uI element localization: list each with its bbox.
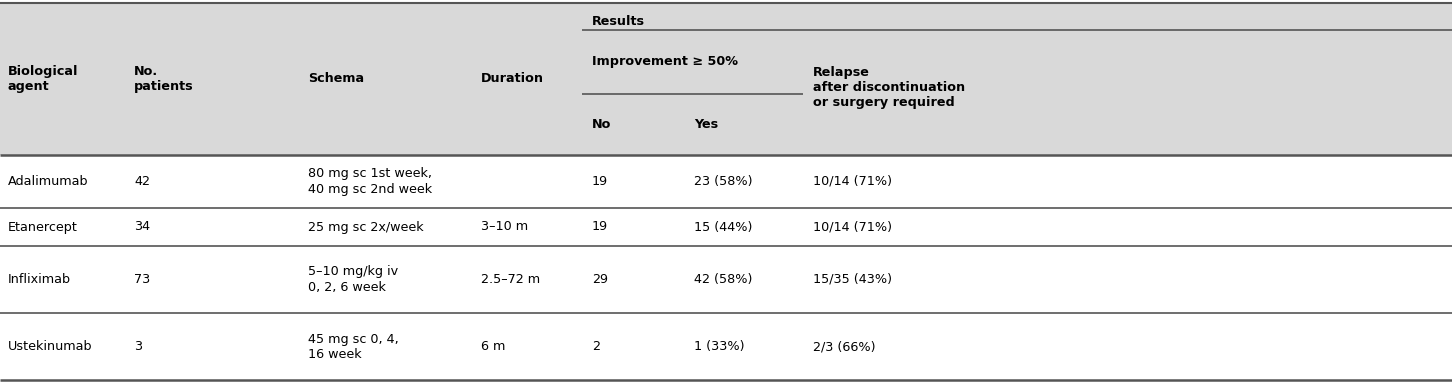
Text: 42 (58%): 42 (58%) bbox=[694, 273, 752, 286]
Text: 15/35 (43%): 15/35 (43%) bbox=[813, 273, 892, 286]
Bar bbox=[0, 313, 1452, 380]
Bar bbox=[0, 246, 1452, 313]
Text: 3: 3 bbox=[134, 340, 142, 353]
Text: 6 m: 6 m bbox=[481, 340, 505, 353]
Bar bbox=[0, 3, 1452, 155]
Text: 23 (58%): 23 (58%) bbox=[694, 175, 752, 188]
Text: Etanercept: Etanercept bbox=[9, 221, 78, 234]
Text: Schema: Schema bbox=[308, 72, 364, 85]
Text: Results: Results bbox=[592, 15, 645, 28]
Text: No.
patients: No. patients bbox=[134, 65, 193, 93]
Text: 45 mg sc 0, 4,
16 week: 45 mg sc 0, 4, 16 week bbox=[308, 332, 399, 360]
Text: Infliximab: Infliximab bbox=[9, 273, 71, 286]
Text: 19: 19 bbox=[592, 221, 608, 234]
Text: 19: 19 bbox=[592, 175, 608, 188]
Text: No: No bbox=[592, 118, 611, 131]
Text: Adalimumab: Adalimumab bbox=[9, 175, 89, 188]
Text: 34: 34 bbox=[134, 221, 150, 234]
Text: Improvement ≥ 50%: Improvement ≥ 50% bbox=[592, 56, 738, 69]
Text: 15 (44%): 15 (44%) bbox=[694, 221, 752, 234]
Text: 10/14 (71%): 10/14 (71%) bbox=[813, 175, 892, 188]
Text: 29: 29 bbox=[592, 273, 608, 286]
Text: Biological
agent: Biological agent bbox=[9, 65, 78, 93]
Text: 80 mg sc 1st week,
40 mg sc 2nd week: 80 mg sc 1st week, 40 mg sc 2nd week bbox=[308, 167, 433, 195]
Text: Duration: Duration bbox=[481, 72, 544, 85]
Text: 2.5–72 m: 2.5–72 m bbox=[481, 273, 540, 286]
Text: Yes: Yes bbox=[694, 118, 719, 131]
Text: Ustekinumab: Ustekinumab bbox=[9, 340, 93, 353]
Bar bbox=[0, 155, 1452, 208]
Text: 73: 73 bbox=[134, 273, 150, 286]
Text: 10/14 (71%): 10/14 (71%) bbox=[813, 221, 892, 234]
Text: 2: 2 bbox=[592, 340, 600, 353]
Text: 5–10 mg/kg iv
0, 2, 6 week: 5–10 mg/kg iv 0, 2, 6 week bbox=[308, 265, 398, 293]
Bar bbox=[0, 208, 1452, 246]
Text: 25 mg sc 2x/week: 25 mg sc 2x/week bbox=[308, 221, 424, 234]
Text: 3–10 m: 3–10 m bbox=[481, 221, 529, 234]
Text: 42: 42 bbox=[134, 175, 150, 188]
Text: Relapse
after discontinuation
or surgery required: Relapse after discontinuation or surgery… bbox=[813, 66, 966, 109]
Text: 2/3 (66%): 2/3 (66%) bbox=[813, 340, 876, 353]
Text: 1 (33%): 1 (33%) bbox=[694, 340, 745, 353]
